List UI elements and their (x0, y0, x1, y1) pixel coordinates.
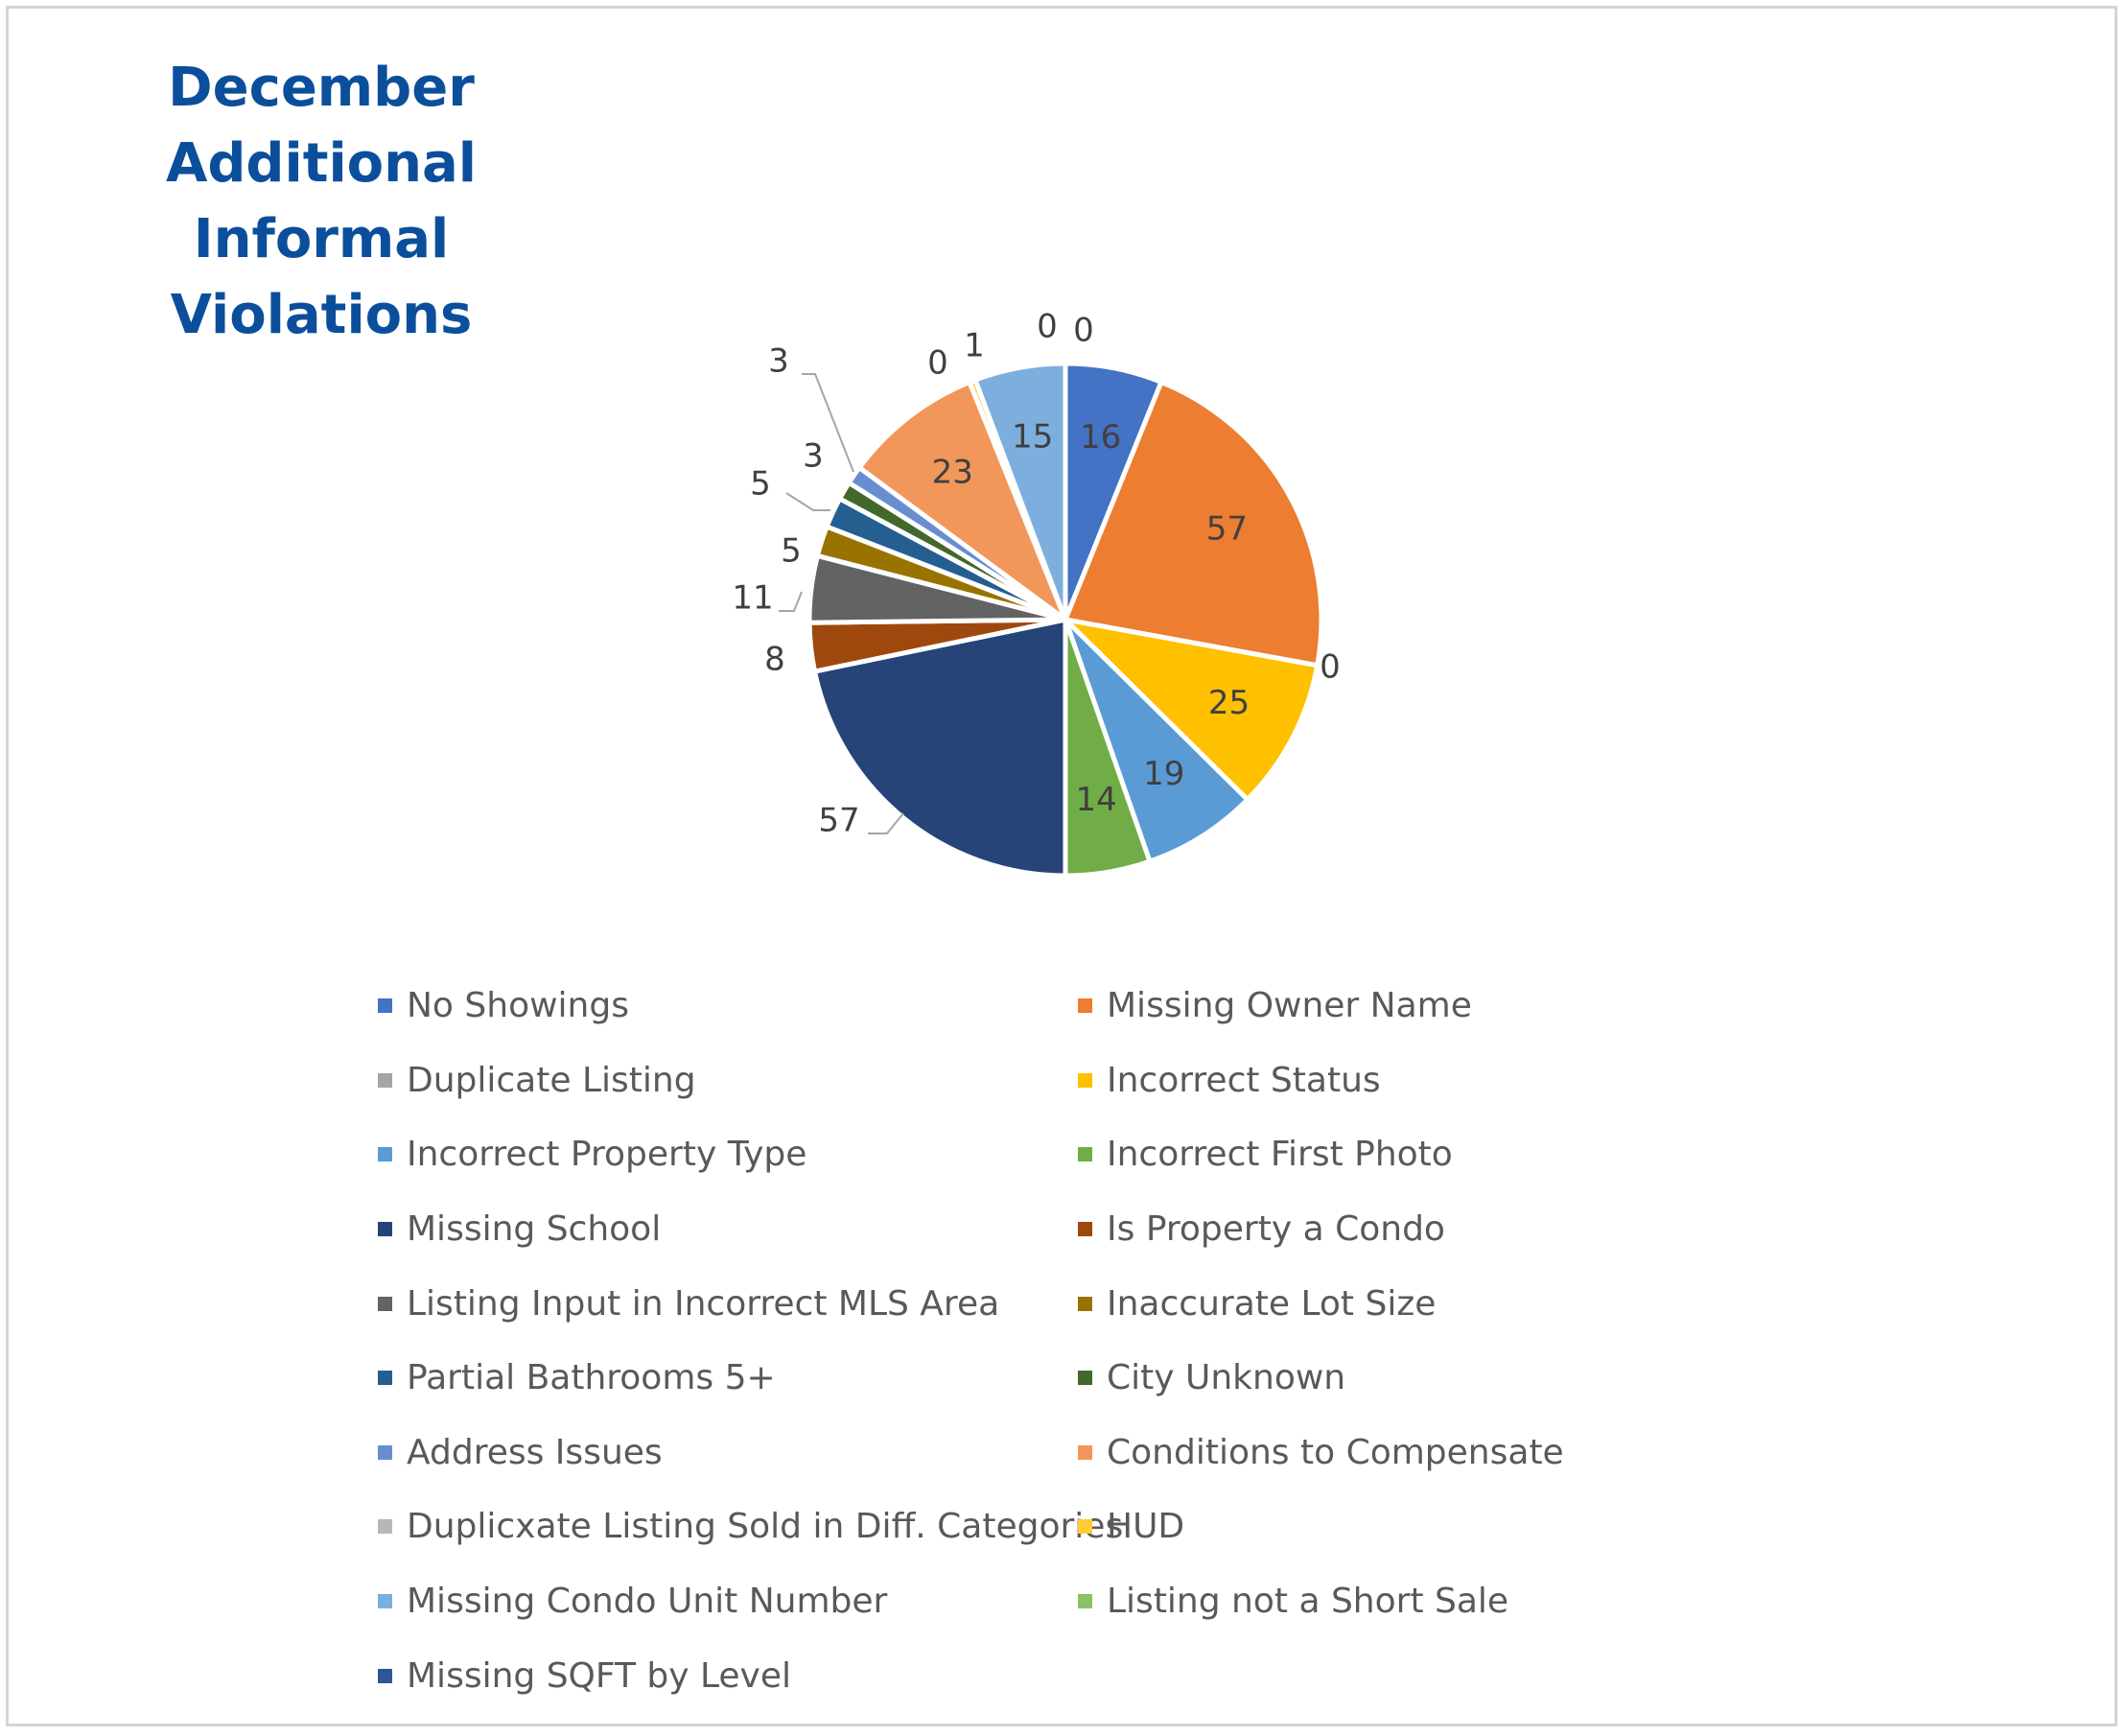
legend-label: HUD (1107, 1507, 1185, 1547)
leader-line (802, 373, 854, 473)
pie-slice (1063, 379, 1324, 669)
legend-item: Missing Condo Unit Number (378, 1564, 1078, 1639)
legend-label: Partial Bathrooms 5+ (407, 1358, 776, 1398)
legend-swatch (378, 1296, 392, 1311)
data-label: 14 (1075, 781, 1116, 819)
legend-swatch (378, 1147, 392, 1162)
legend-item: Missing Owner Name (1078, 969, 1845, 1044)
legend-label: Incorrect Property Type (407, 1135, 807, 1175)
data-label: 0 (1320, 648, 1341, 687)
data-label: 23 (932, 454, 973, 492)
legend-swatch (1078, 1072, 1092, 1088)
legend-swatch (378, 1594, 392, 1609)
legend-swatch (1078, 1222, 1092, 1237)
legend-item: Incorrect Status (1078, 1044, 1845, 1118)
chart-title-line: December (168, 57, 475, 119)
data-label: 25 (1208, 684, 1250, 722)
legend-item: Listing not a Short Sale (1078, 1564, 1845, 1639)
legend-swatch (1078, 1519, 1092, 1535)
legend-label: Missing Condo Unit Number (407, 1582, 888, 1622)
data-label: 57 (818, 802, 859, 840)
legend-label: Incorrect Status (1107, 1060, 1381, 1100)
pie-slice (1063, 617, 1321, 803)
legend-label: City Unknown (1107, 1358, 1346, 1398)
legend-swatch (1078, 1594, 1092, 1609)
legend-item: Listing Input in Incorrect MLS Area (378, 1266, 1078, 1341)
chart-title: December Additional Informal Violations (58, 50, 585, 353)
legend-label: Is Property a Condo (1107, 1209, 1445, 1250)
legend-swatch (1078, 1444, 1092, 1460)
legend-item: Missing School (378, 1192, 1078, 1267)
data-label: 15 (1012, 417, 1053, 456)
data-label: 0 (1037, 308, 1058, 346)
legend-label: Duplicate Listing (407, 1060, 696, 1100)
legend-label: Missing Owner Name (1107, 986, 1472, 1026)
data-label: 0 (927, 344, 948, 383)
chart-frame (6, 6, 2117, 1726)
legend-label: No Showings (407, 986, 629, 1026)
legend-item: City Unknown (1078, 1341, 1845, 1416)
legend-item: Incorrect Property Type (378, 1117, 1078, 1192)
data-label: 57 (1206, 510, 1248, 549)
pie-slice (972, 361, 1068, 622)
legend-label: Conditions to Compensate (1107, 1432, 1564, 1472)
legend-swatch (378, 1072, 392, 1088)
legend-swatch (378, 1519, 392, 1535)
data-label: 11 (732, 579, 773, 618)
data-label: 16 (1080, 418, 1121, 457)
legend-label: Listing not a Short Sale (1107, 1582, 1509, 1622)
data-label: 3 (803, 437, 824, 476)
legend-swatch (1078, 1296, 1092, 1311)
legend-swatch (378, 1371, 392, 1386)
leader-line (785, 492, 830, 511)
data-label: 5 (750, 465, 771, 504)
pie-slice (812, 617, 1068, 879)
legend-item: Duplicate Listing (378, 1044, 1078, 1118)
legend-item: Partial Bathrooms 5+ (378, 1341, 1078, 1416)
leader-line (868, 812, 904, 834)
legend-item: Conditions to Compensate (1078, 1416, 1845, 1490)
legend-swatch (378, 1668, 392, 1683)
legend-label: Duplicxate Listing Sold in Diff. Categor… (407, 1507, 1124, 1547)
legend-swatch (1078, 1147, 1092, 1162)
legend-item: Incorrect First Photo (1078, 1117, 1845, 1192)
data-label: 0 (1073, 312, 1094, 350)
legend-label: Listing Input in Incorrect MLS Area (407, 1283, 1000, 1324)
legend-swatch (1078, 1371, 1092, 1386)
legend-swatch (378, 1222, 392, 1237)
legend-label: Missing SQFT by Level (407, 1655, 792, 1696)
legend-item: Missing SQFT by Level (378, 1638, 1078, 1713)
chart-title-line: Informal Violations (170, 208, 473, 346)
legend-item: No Showings (378, 969, 1078, 1044)
data-label: 3 (768, 342, 789, 381)
legend-label: Inaccurate Lot Size (1107, 1283, 1437, 1324)
legend-swatch (378, 1444, 392, 1460)
pie-slice (856, 379, 1068, 622)
legend-label: Address Issues (407, 1432, 663, 1472)
data-label: 5 (781, 532, 802, 571)
legend-item: Inaccurate Lot Size (1078, 1266, 1845, 1341)
chart-title-line: Additional (166, 132, 477, 195)
legend-swatch (1078, 998, 1092, 1014)
legend-item: HUD (1078, 1490, 1845, 1564)
data-label: 1 (964, 327, 985, 365)
leader-line (779, 591, 803, 612)
legend-swatch (378, 998, 392, 1014)
legend-label: Missing School (407, 1209, 662, 1250)
legend-item: Address Issues (378, 1416, 1078, 1490)
legend-item: Is Property a Condo (1078, 1192, 1845, 1267)
legend-item: Duplicxate Listing Sold in Diff. Categor… (378, 1490, 1123, 1564)
legend-label: Incorrect First Photo (1107, 1135, 1453, 1175)
data-label: 19 (1143, 755, 1184, 793)
data-label: 8 (764, 641, 785, 679)
chart-legend: No Showings Missing Owner Name Duplicate L… (378, 969, 1931, 1713)
